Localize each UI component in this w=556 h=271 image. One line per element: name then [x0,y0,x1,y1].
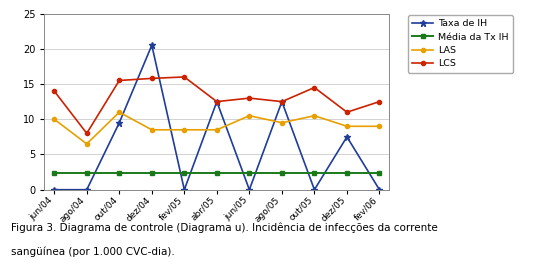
LCS [376,100,383,103]
LAS [344,125,350,128]
LAS [51,118,58,121]
Taxa de IH [148,44,155,47]
LAS [214,128,220,131]
LCS [279,100,285,103]
Média da Tx IH [83,172,90,175]
LAS [246,114,252,117]
Text: Figura 3. Diagrama de controle (Diagrama u). Incidência de infecções da corrente: Figura 3. Diagrama de controle (Diagrama… [11,222,438,233]
Text: sangüínea (por 1.000 CVC-dia).: sangüínea (por 1.000 CVC-dia). [11,247,175,257]
LCS [246,96,252,100]
LAS [116,111,123,114]
Taxa de IH [51,188,58,191]
Taxa de IH [376,188,383,191]
Média da Tx IH [116,172,123,175]
Média da Tx IH [344,172,350,175]
Legend: Taxa de IH, Média da Tx IH, LAS, LCS: Taxa de IH, Média da Tx IH, LAS, LCS [408,15,513,73]
LCS [51,89,58,93]
LCS [311,86,317,89]
LCS [148,77,155,80]
Taxa de IH [246,188,252,191]
Taxa de IH [344,135,350,138]
LAS [376,125,383,128]
Taxa de IH [311,188,317,191]
LAS [148,128,155,131]
LCS [116,79,123,82]
Taxa de IH [116,121,123,124]
LCS [181,75,188,79]
LAS [279,121,285,124]
Média da Tx IH [311,172,317,175]
Taxa de IH [181,188,188,191]
Line: LCS: LCS [52,75,381,136]
Line: Taxa de IH: Taxa de IH [51,42,383,193]
LAS [83,142,90,146]
LCS [83,132,90,135]
Média da Tx IH [376,172,383,175]
Média da Tx IH [214,172,220,175]
Taxa de IH [214,100,220,103]
Line: LAS: LAS [52,110,381,146]
LCS [344,111,350,114]
Média da Tx IH [246,172,252,175]
Média da Tx IH [148,172,155,175]
LCS [214,100,220,103]
Média da Tx IH [51,172,58,175]
Média da Tx IH [181,172,188,175]
Média da Tx IH [279,172,285,175]
Line: Média da Tx IH: Média da Tx IH [52,171,382,176]
LAS [311,114,317,117]
Taxa de IH [83,188,90,191]
LAS [181,128,188,131]
Taxa de IH [279,100,285,103]
